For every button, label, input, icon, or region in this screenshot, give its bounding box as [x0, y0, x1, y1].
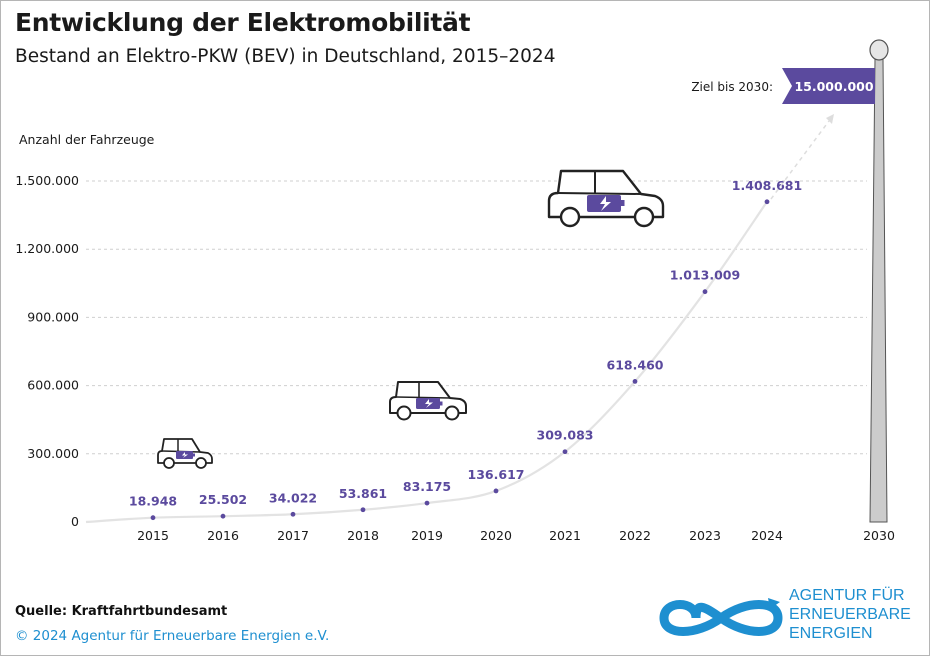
data-label: 83.175	[403, 479, 451, 494]
data-point	[702, 289, 708, 295]
page-title: Entwicklung der Elektromobilität	[15, 8, 471, 37]
data-points	[150, 199, 770, 521]
logo-line-3: ENERGIEN	[789, 625, 873, 642]
y-tick-label: 1.500.000	[15, 173, 79, 188]
data-point	[562, 449, 568, 455]
battery-charging-icon	[587, 195, 625, 212]
data-label: 53.861	[339, 486, 387, 501]
copyright-note: © 2024 Agentur für Erneuerbare Energien …	[15, 628, 330, 644]
data-labels: 18.948 25.502 34.022 53.861 83.175 136.617 309…	[129, 178, 802, 509]
battery-charging-icon	[416, 398, 443, 409]
logo-line-2: ERNEUERBARE	[789, 606, 911, 623]
data-point	[360, 507, 366, 513]
x-tick-label: 2019	[411, 528, 443, 543]
gridlines	[86, 180, 867, 455]
target-flagpole	[869, 39, 889, 523]
page-subtitle: Bestand an Elektro-PKW (BEV) in Deutschl…	[15, 46, 556, 67]
x-tick-label: 2021	[549, 528, 581, 543]
data-point	[764, 199, 770, 205]
ev-stock-chart: 0 300.000 600.000 900.000 1.200.000 1.500.000…	[15, 39, 895, 543]
x-tick-label: 2024	[751, 528, 783, 543]
y-tick-label: 0	[71, 514, 79, 529]
aee-logo: AGENTUR FÜR ERNEUERBARE ENERGIEN	[656, 586, 926, 650]
target-flag: 15.000.000 Ziel bis 2030:	[691, 68, 875, 104]
large-car-icon	[547, 169, 665, 228]
data-label: 1.408.681	[732, 178, 802, 193]
target-arrow	[770, 114, 834, 200]
data-point	[220, 513, 226, 519]
data-label: 34.022	[269, 490, 317, 505]
battery-charging-icon	[176, 451, 195, 459]
data-label: 1.013.009	[670, 268, 740, 283]
source-note: Quelle: Kraftfahrtbundesamt	[15, 604, 228, 619]
x-tick-label: 2023	[689, 528, 721, 543]
data-label: 25.502	[199, 492, 247, 507]
data-point	[150, 515, 156, 521]
data-point	[290, 511, 296, 517]
data-point	[424, 500, 430, 506]
y-tick-labels: 0 300.000 600.000 900.000 1.200.000 1.500.000	[15, 173, 79, 529]
small-car-icon	[157, 438, 213, 469]
data-label: 18.948	[129, 494, 177, 509]
series-line	[85, 201, 768, 524]
data-point	[632, 379, 638, 384]
x-tick-label: 2015	[137, 528, 169, 543]
y-tick-label: 1.200.000	[15, 241, 79, 256]
infinity-logo-icon	[659, 598, 783, 636]
y-tick-label: 300.000	[27, 446, 79, 461]
x-tick-label: 2022	[619, 528, 651, 543]
data-point	[493, 488, 499, 494]
x-tick-labels: 2015 2016 2017 2018 2019 2020 2021 2022 2023 2024…	[137, 528, 895, 543]
x-tick-label: 2018	[347, 528, 379, 543]
x-tick-label: 2016	[207, 528, 239, 543]
x-tick-label-target: 2030	[863, 528, 895, 543]
data-label: 618.460	[607, 357, 664, 372]
target-label: Ziel bis 2030:	[691, 80, 773, 94]
data-label: 136.617	[468, 467, 525, 482]
y-axis-label: Anzahl der Fahrzeuge	[19, 132, 155, 147]
y-tick-label: 600.000	[27, 378, 79, 393]
y-tick-label: 900.000	[27, 309, 79, 324]
target-value-label: 15.000.000	[794, 79, 873, 94]
series-line-path	[85, 201, 768, 524]
x-tick-label: 2017	[277, 528, 309, 543]
x-tick-label: 2020	[480, 528, 512, 543]
logo-text: AGENTUR FÜR ERNEUERBARE ENERGIEN	[789, 586, 911, 643]
data-label: 309.083	[537, 428, 594, 443]
logo-line-1: AGENTUR FÜR	[789, 587, 905, 604]
medium-car-icon	[389, 381, 467, 421]
